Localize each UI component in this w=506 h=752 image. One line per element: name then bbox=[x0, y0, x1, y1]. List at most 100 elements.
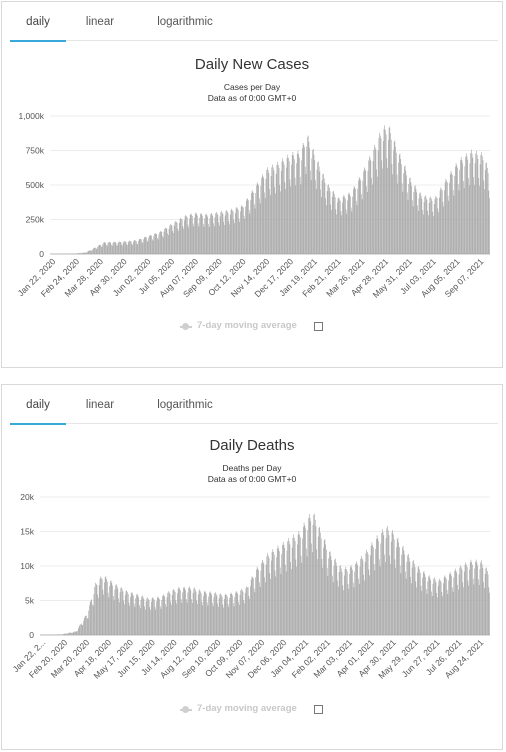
daily-bar bbox=[312, 148, 314, 254]
chart-legend[interactable]: 7-day moving average bbox=[2, 320, 502, 334]
daily-bar bbox=[135, 598, 136, 635]
daily-bar bbox=[322, 174, 324, 254]
daily-bar bbox=[301, 160, 302, 254]
daily-bar bbox=[304, 525, 306, 635]
legend-checkbox[interactable] bbox=[314, 322, 323, 331]
daily-bar bbox=[291, 164, 292, 254]
daily-bar bbox=[427, 581, 429, 635]
daily-bar bbox=[147, 241, 149, 254]
daily-bar bbox=[201, 214, 203, 254]
daily-bar bbox=[69, 632, 71, 635]
daily-bar bbox=[200, 593, 202, 635]
daily-bar bbox=[256, 182, 258, 254]
daily-bar bbox=[431, 591, 432, 635]
daily-bar bbox=[325, 198, 326, 254]
daily-bar bbox=[370, 545, 372, 635]
daily-bar bbox=[270, 195, 271, 254]
daily-bar bbox=[289, 544, 291, 635]
daily-bar bbox=[425, 589, 427, 635]
daily-bar bbox=[154, 233, 155, 254]
daily-bar bbox=[129, 240, 131, 254]
daily-bar bbox=[281, 161, 283, 254]
daily-bar bbox=[434, 577, 435, 635]
daily-bar bbox=[287, 541, 288, 635]
daily-bar bbox=[231, 208, 233, 254]
daily-bar bbox=[366, 186, 367, 254]
daily-bar bbox=[412, 561, 414, 635]
daily-bar bbox=[242, 591, 244, 635]
daily-bar bbox=[477, 565, 478, 635]
tab-daily[interactable]: daily bbox=[10, 2, 66, 42]
daily-bar bbox=[287, 154, 289, 254]
daily-bar bbox=[352, 582, 354, 635]
daily-bar bbox=[388, 127, 390, 254]
daily-bar bbox=[148, 600, 150, 635]
deaths-chart-panel: daily linear logarithmic Daily Deaths De… bbox=[1, 384, 503, 750]
y-tick-label: 250k bbox=[26, 215, 45, 225]
daily-bar bbox=[93, 247, 95, 254]
daily-bar bbox=[253, 588, 255, 635]
tab-logarithmic[interactable]: logarithmic bbox=[157, 399, 213, 411]
daily-bar bbox=[175, 600, 177, 635]
daily-bar bbox=[487, 574, 489, 635]
daily-bar bbox=[66, 633, 67, 635]
daily-bar bbox=[105, 576, 107, 635]
daily-bar bbox=[181, 219, 183, 254]
daily-bar bbox=[219, 594, 221, 635]
daily-bar bbox=[106, 579, 107, 635]
daily-bar bbox=[241, 588, 242, 635]
daily-bar bbox=[269, 573, 271, 635]
daily-bar bbox=[151, 598, 153, 635]
daily-bar bbox=[439, 578, 440, 635]
daily-bar bbox=[422, 209, 423, 254]
daily-bar bbox=[76, 253, 78, 254]
daily-bar bbox=[216, 595, 218, 635]
daily-bar bbox=[272, 167, 274, 254]
daily-bar bbox=[469, 569, 470, 635]
daily-bar bbox=[449, 174, 451, 254]
daily-bar bbox=[241, 205, 243, 254]
daily-bar bbox=[283, 164, 285, 254]
daily-bar bbox=[142, 595, 143, 635]
tab-daily[interactable]: daily bbox=[10, 385, 66, 425]
daily-bar bbox=[103, 242, 104, 254]
y-tick-label: 10k bbox=[20, 561, 34, 571]
daily-bar bbox=[279, 567, 281, 635]
daily-bar bbox=[455, 570, 457, 635]
daily-bar bbox=[311, 158, 313, 254]
daily-bar bbox=[364, 580, 365, 635]
daily-bar bbox=[317, 559, 318, 635]
daily-bar bbox=[243, 600, 245, 635]
daily-bar bbox=[414, 563, 415, 635]
daily-bar bbox=[396, 547, 397, 635]
daily-bar bbox=[324, 539, 326, 635]
daily-bar bbox=[146, 598, 148, 635]
daily-bar bbox=[406, 192, 408, 254]
daily-bar bbox=[110, 242, 112, 254]
daily-bar bbox=[191, 602, 193, 635]
daily-bar bbox=[409, 178, 410, 254]
daily-bar bbox=[355, 188, 356, 254]
daily-bar bbox=[75, 631, 76, 635]
daily-bar bbox=[295, 185, 297, 254]
daily-bar bbox=[154, 606, 156, 635]
daily-bar bbox=[311, 543, 312, 635]
chart-legend[interactable]: 7-day moving average bbox=[2, 703, 502, 717]
daily-bar bbox=[220, 593, 221, 635]
daily-bar bbox=[266, 169, 267, 254]
daily-bar bbox=[126, 244, 128, 254]
tab-linear[interactable]: linear bbox=[85, 16, 115, 28]
legend-checkbox[interactable] bbox=[314, 705, 323, 714]
daily-bar bbox=[170, 601, 172, 635]
tab-logarithmic[interactable]: logarithmic bbox=[157, 16, 213, 28]
daily-bar bbox=[84, 252, 86, 254]
daily-bar bbox=[286, 550, 288, 635]
daily-bar bbox=[277, 161, 278, 254]
daily-bar bbox=[186, 599, 187, 635]
daily-bar bbox=[469, 163, 471, 254]
daily-bar bbox=[155, 609, 157, 635]
tab-linear[interactable]: linear bbox=[85, 399, 115, 411]
daily-bar bbox=[135, 240, 136, 254]
daily-bar bbox=[307, 135, 309, 254]
daily-bar bbox=[339, 566, 341, 635]
